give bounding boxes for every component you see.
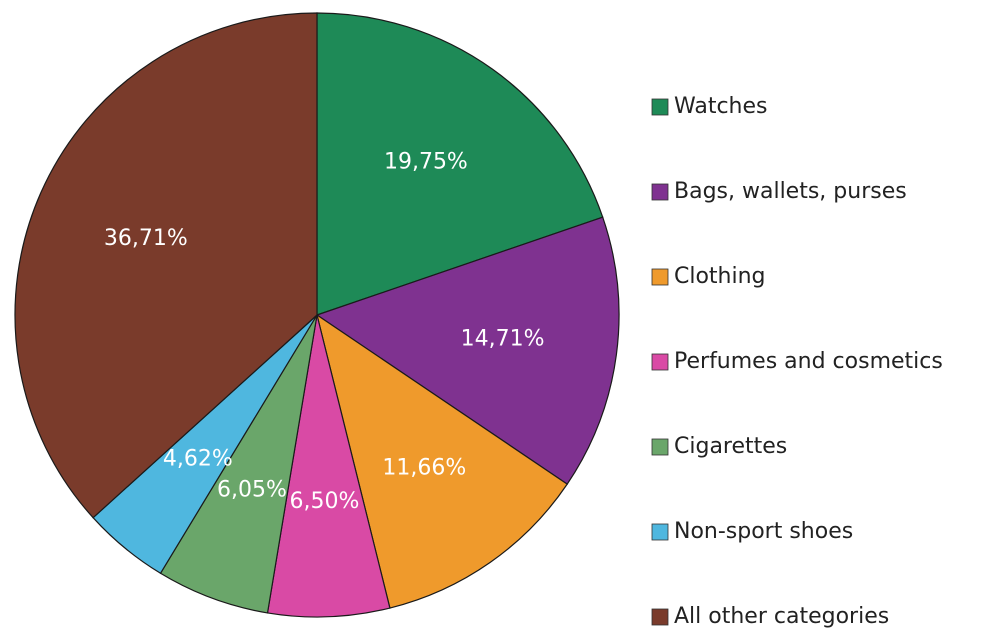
legend-swatch-5 [651,523,669,541]
pie-slice-0 [316,12,604,316]
slice-value-label-3: 6,50% [289,489,359,514]
pie-slice-3 [266,314,391,618]
slice-value-label-4: 6,05% [217,478,287,503]
pie-value-labels: 19,75% 14,71% 11,66% 6,50%6,05% 4,62% 36,71% [104,150,545,514]
slice-value-label-6: 36,71% [104,226,188,251]
slice-value-label-1: 14,71% [461,327,545,352]
pie-slice-6 [14,12,318,519]
legend-swatch-3 [651,353,669,371]
legend-label-4: Cigarettes [674,434,787,459]
legend-swatch-1 [651,183,669,201]
legend-swatch-6 [651,608,669,626]
legend-label-2: Clothing [674,264,766,289]
pie-slices [14,12,620,618]
legend-swatch-4 [651,438,669,456]
slice-value-label-2: 11,66% [382,456,466,481]
legend-label-6: All other categories [674,604,889,629]
legend-swatch-0 [651,98,669,116]
legend-swatch-2 [651,268,669,286]
legend-label-3: Perfumes and cosmetics [674,349,943,374]
legend-label-1: Bags, wallets, purses [674,179,907,204]
pie-slice-2 [316,313,569,609]
slice-value-label-5: 4,62% [163,446,233,471]
legend-label-0: Watches [674,94,768,119]
chart-legend: Watches Bags, wallets, purses Clothing Perf… [651,94,943,629]
pie-slice-1 [315,216,620,485]
slice-value-label-0: 19,75% [384,150,468,175]
legend-label-5: Non-sport shoes [674,519,853,544]
